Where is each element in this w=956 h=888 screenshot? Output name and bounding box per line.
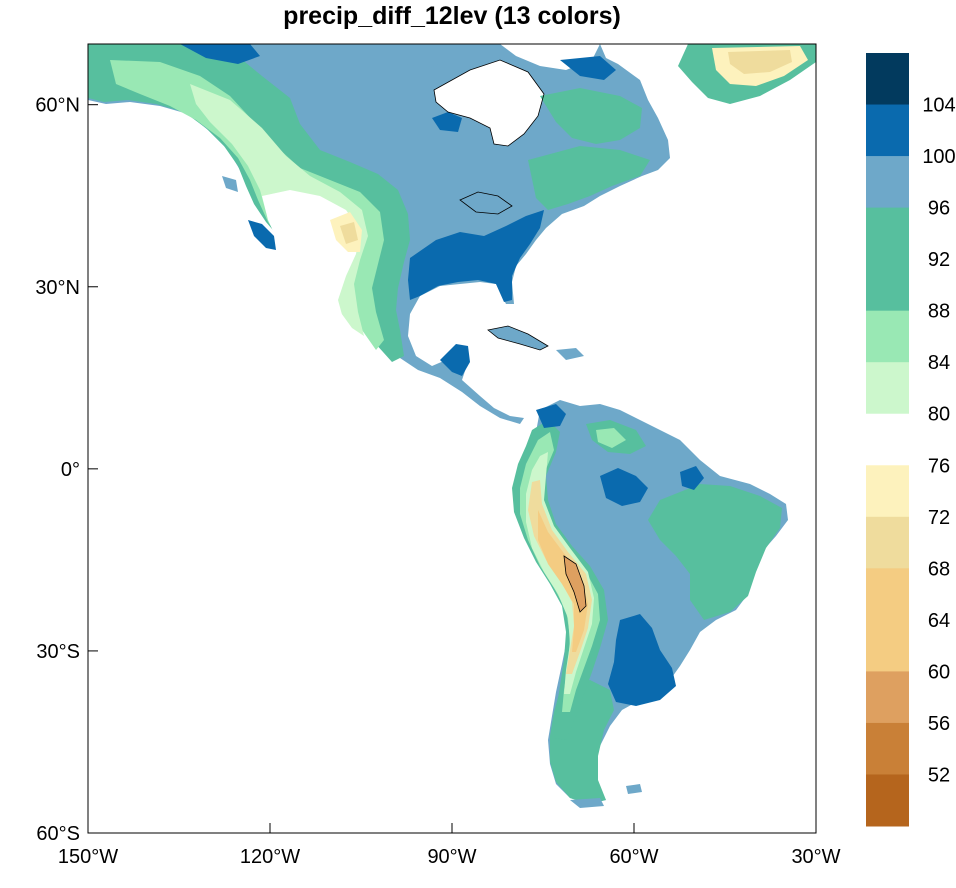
colorbar-swatch (866, 310, 909, 363)
colorbar-swatch (866, 156, 909, 209)
y-tick-label: 30°N (35, 277, 80, 299)
parana-dark-blue (608, 614, 676, 706)
x-tick-label: 120°W (240, 846, 300, 868)
y-tick-label: 30°S (36, 641, 80, 663)
y-tick-label: 60°N (35, 95, 80, 117)
cuba (488, 326, 548, 350)
colorbar-swatch (866, 516, 909, 569)
colorbar-label: 104 (922, 95, 955, 117)
colorado-core (340, 222, 358, 244)
colorbar-swatch (866, 722, 909, 775)
axis-ticks: 150°W 120°W 90°W 60°W 30°W 60°N 30°N 0° 30°S 60°S (35, 95, 840, 868)
colorbar-swatch (866, 774, 909, 827)
colorbar-swatch (866, 619, 909, 672)
colorbar-swatch (866, 259, 909, 312)
vancouver-island (222, 176, 238, 192)
colorbar-swatch (866, 465, 909, 518)
altiplano-orange (538, 510, 588, 652)
x-tick-label: 60°W (609, 846, 658, 868)
arctic-islands (390, 44, 452, 68)
colorbar: 52 56 60 64 68 72 76 80 84 88 92 96 100 104 (866, 53, 956, 827)
altiplano-core (564, 556, 586, 612)
colorbar-swatch (866, 568, 909, 621)
colorbar-swatch (866, 207, 909, 260)
y-tick-label: 0° (61, 459, 80, 481)
colorbar-swatch (866, 53, 909, 106)
tierra-del-fuego (570, 798, 604, 808)
colorbar-label: 92 (928, 249, 950, 271)
x-tick-label: 30°W (791, 846, 840, 868)
brazil-east-green (648, 484, 782, 620)
y-tick-label: 60°S (36, 823, 80, 845)
central-america-blue (440, 344, 470, 376)
falklands (626, 784, 642, 794)
coastlines (433, 59, 587, 613)
southeast-us (408, 210, 544, 302)
colorbar-label: 80 (928, 404, 950, 426)
x-tick-label: 150°W (58, 846, 118, 868)
x-tick-label: 90°W (427, 846, 476, 868)
greenland-core (728, 50, 792, 74)
colorbar-swatch (866, 413, 909, 466)
colorbar-label: 88 (928, 301, 950, 323)
guyana-pale (596, 428, 626, 448)
central-na-green (528, 146, 650, 210)
colombia-dark-blue (536, 404, 566, 428)
plot-title: precip_diff_12lev (13 colors) (283, 2, 621, 30)
quebec-blue (432, 112, 462, 132)
alaska-coast-blue (180, 44, 260, 64)
colorbar-label: 68 (928, 558, 950, 580)
colorbar-label: 64 (928, 610, 950, 632)
labrador-blue (560, 56, 616, 80)
colorbar-label: 52 (928, 764, 950, 786)
colorbar-swatch (866, 104, 909, 157)
canada-east-green (540, 88, 642, 144)
colorbar-label: 56 (928, 713, 950, 735)
colorbar-swatch (866, 362, 909, 415)
colorbar-label: 72 (928, 507, 950, 529)
amazon-dark-blue (600, 468, 648, 506)
colorbar-label: 84 (928, 352, 950, 374)
hudson-bay (434, 60, 544, 146)
colorbar-label: 76 (928, 455, 950, 477)
colorbar-label: 100 (922, 146, 955, 168)
colorbar-label: 60 (928, 661, 950, 683)
hispaniola (556, 348, 584, 360)
colorbar-swatch (866, 671, 909, 724)
colorbar-label: 96 (928, 198, 950, 220)
guiana-dark-blue (680, 466, 704, 490)
land-layers (88, 44, 816, 808)
pacific-nw-blue (248, 220, 276, 250)
